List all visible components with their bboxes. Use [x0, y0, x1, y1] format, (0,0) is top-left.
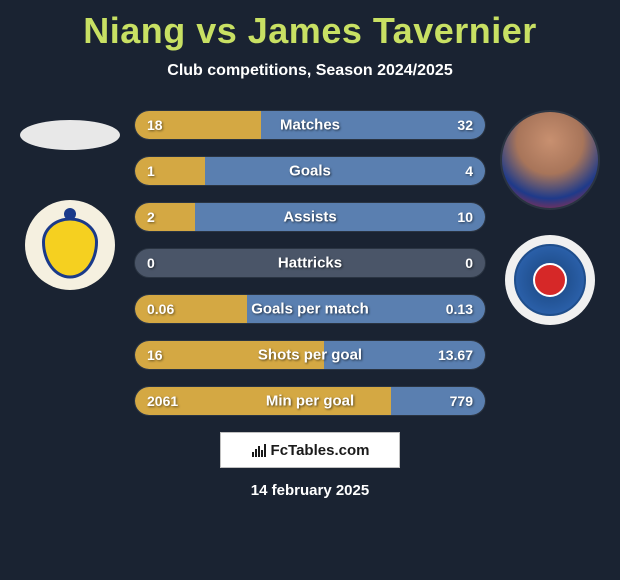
stat-row: 0 0 Hattricks: [134, 248, 486, 278]
stat-value-right: 10: [457, 209, 473, 225]
stat-value-right: 779: [450, 393, 473, 409]
subtitle: Club competitions, Season 2024/2025: [0, 62, 620, 80]
stat-value-left: 0: [147, 255, 155, 271]
date-text: 14 february 2025: [0, 482, 620, 499]
bar-right-fill: [195, 203, 486, 231]
stat-row: 2 10 Assists: [134, 202, 486, 232]
club-right-badge: [505, 235, 595, 325]
bar-left-fill: [135, 157, 205, 185]
bar-left-fill: [135, 203, 195, 231]
stat-row: 18 32 Matches: [134, 110, 486, 140]
player-left-avatar: [20, 120, 120, 150]
stat-label: Matches: [280, 117, 340, 134]
left-player-column: [8, 110, 132, 290]
stat-value-left: 2: [147, 209, 155, 225]
stat-label: Goals: [289, 163, 331, 180]
stat-label: Hattricks: [278, 255, 342, 272]
brand-box[interactable]: FcTables.com: [220, 432, 400, 468]
stat-value-right: 4: [465, 163, 473, 179]
stat-value-left: 2061: [147, 393, 178, 409]
stat-value-left: 1: [147, 163, 155, 179]
stat-value-left: 0.06: [147, 301, 174, 317]
bar-right-fill: [205, 157, 485, 185]
stat-label: Min per goal: [266, 393, 354, 410]
page-title: Niang vs James Tavernier: [0, 0, 620, 52]
stat-value-right: 32: [457, 117, 473, 133]
stat-label: Assists: [283, 209, 336, 226]
stat-value-right: 0.13: [446, 301, 473, 317]
stats-bars: 1832Matches14Goals210Assists00Hattricks0…: [134, 110, 486, 416]
chart-icon: [251, 442, 267, 458]
stat-row: 1 4 Goals: [134, 156, 486, 186]
right-player-column: [488, 110, 612, 325]
club-right-badge-inner: [514, 244, 586, 316]
stat-value-left: 16: [147, 347, 163, 363]
stat-label: Shots per goal: [258, 347, 362, 364]
stat-value-right: 13.67: [438, 347, 473, 363]
stat-row: 2061 779 Min per goal: [134, 386, 486, 416]
brand-label: FcTables.com: [271, 442, 370, 459]
stat-row: 16 13.67 Shots per goal: [134, 340, 486, 370]
stat-label: Goals per match: [251, 301, 369, 318]
stat-row: 0.06 0.13 Goals per match: [134, 294, 486, 324]
club-left-badge: [25, 200, 115, 290]
player-right-avatar: [500, 110, 600, 210]
stat-value-left: 18: [147, 117, 163, 133]
comparison-content: 1832Matches14Goals210Assists00Hattricks0…: [0, 110, 620, 499]
stat-value-right: 0: [465, 255, 473, 271]
